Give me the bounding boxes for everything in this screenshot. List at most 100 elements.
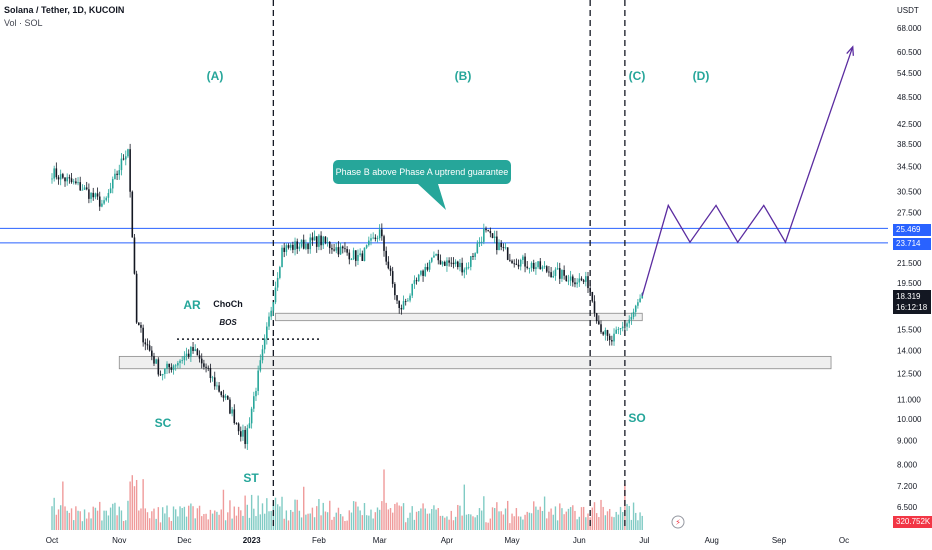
candle-body [348, 252, 351, 260]
volume-bar [402, 503, 405, 530]
lower-support-zone [118, 355, 832, 370]
volume-bar [483, 496, 485, 530]
candle-body [105, 197, 108, 201]
volume-bar [259, 514, 262, 530]
volume-bar [396, 502, 398, 530]
phase-d-label: (D) [693, 69, 710, 83]
candle-body [522, 256, 524, 260]
price-tick-label: 7.200 [897, 482, 918, 491]
volume-bar [326, 512, 329, 530]
volume-bar [556, 520, 559, 530]
candle-body [239, 431, 242, 437]
volume-bar [604, 515, 607, 530]
price-tick-label: 21.500 [897, 259, 922, 268]
candle-body [535, 267, 537, 269]
candle-body [424, 266, 427, 276]
volume-bar [118, 506, 120, 530]
volume-bar [161, 507, 164, 530]
candle-body [51, 178, 53, 180]
volume-bar [537, 509, 539, 530]
candle-body [452, 262, 455, 265]
price-axis: 68.000 60.500 54.500 48.500 42.500 38.500 34.5… [897, 24, 922, 512]
volume-indicator-label: Vol · SOL [4, 18, 43, 28]
volume-bar [335, 512, 337, 530]
candle-body [181, 360, 183, 362]
volume-bar [413, 519, 416, 530]
volume-bar [231, 518, 233, 530]
volume-bar [450, 510, 452, 530]
volume-bar [635, 512, 637, 530]
candle-body [630, 316, 633, 320]
volume-bar [94, 507, 97, 530]
volume-bar [172, 506, 175, 530]
candle-body [281, 247, 283, 268]
candle-body [411, 283, 414, 296]
volume-bar [539, 506, 541, 530]
candle-body [387, 261, 390, 269]
volume-bar [487, 522, 489, 530]
currency-unit[interactable]: USDT [897, 6, 919, 15]
volume-bar [203, 514, 205, 530]
candle-body [567, 280, 570, 282]
candle-body [94, 193, 97, 198]
candle-body [422, 270, 424, 276]
volume-bar [205, 513, 207, 530]
candle-body [96, 193, 99, 197]
candle-body [144, 342, 147, 345]
candle-body [140, 324, 142, 328]
candle-body [467, 266, 470, 268]
candle-body [545, 266, 548, 272]
volume-bar [344, 521, 346, 530]
candle-body [218, 385, 220, 392]
candle-body [402, 301, 405, 310]
candle-body [491, 233, 494, 238]
candle-body [493, 236, 496, 238]
volume-bar [355, 501, 357, 530]
volume-bar [174, 509, 177, 530]
candle-body [285, 245, 288, 252]
volume-bar [409, 512, 411, 530]
volume-bar [617, 514, 620, 530]
volume-bar [602, 506, 604, 530]
candle-body [170, 367, 173, 370]
candle-body [350, 259, 353, 261]
volume-bar [593, 502, 596, 530]
volume-bar [595, 513, 598, 530]
candle-body [146, 344, 149, 346]
candle-body [582, 280, 585, 282]
candle-body [203, 363, 205, 367]
candle-body [216, 385, 218, 387]
candle-body [248, 423, 251, 429]
candle-body [101, 203, 103, 207]
candle-body [398, 300, 400, 308]
candle-body [326, 242, 329, 243]
volume-bar [116, 515, 118, 530]
candle-body [504, 247, 507, 249]
volume-bar [385, 502, 387, 530]
current-price: 18.319 [896, 292, 921, 301]
volume-bar [142, 479, 144, 530]
volume-bar [146, 512, 149, 530]
candle-body [598, 321, 600, 325]
candle-body [381, 229, 383, 237]
volume-bar [559, 503, 561, 530]
price-tick-label: 27.500 [897, 209, 922, 218]
candle-body [565, 275, 568, 282]
candle-body [383, 236, 385, 251]
candle-body [463, 269, 466, 273]
price-tick-label: 42.500 [897, 120, 922, 129]
volume-bar [105, 510, 107, 530]
candle-body [124, 156, 127, 160]
candle-body [77, 182, 79, 184]
candle-body [409, 295, 411, 301]
volume-bar [283, 518, 285, 530]
volume-bar [127, 500, 129, 530]
volume-bar [101, 520, 103, 530]
candle-body [394, 283, 396, 296]
volume-bar [611, 516, 613, 530]
volume-bar [103, 510, 105, 530]
candle-body [322, 236, 325, 246]
volume-bar [320, 515, 322, 530]
candles [51, 143, 644, 450]
volume-bar [144, 508, 147, 530]
